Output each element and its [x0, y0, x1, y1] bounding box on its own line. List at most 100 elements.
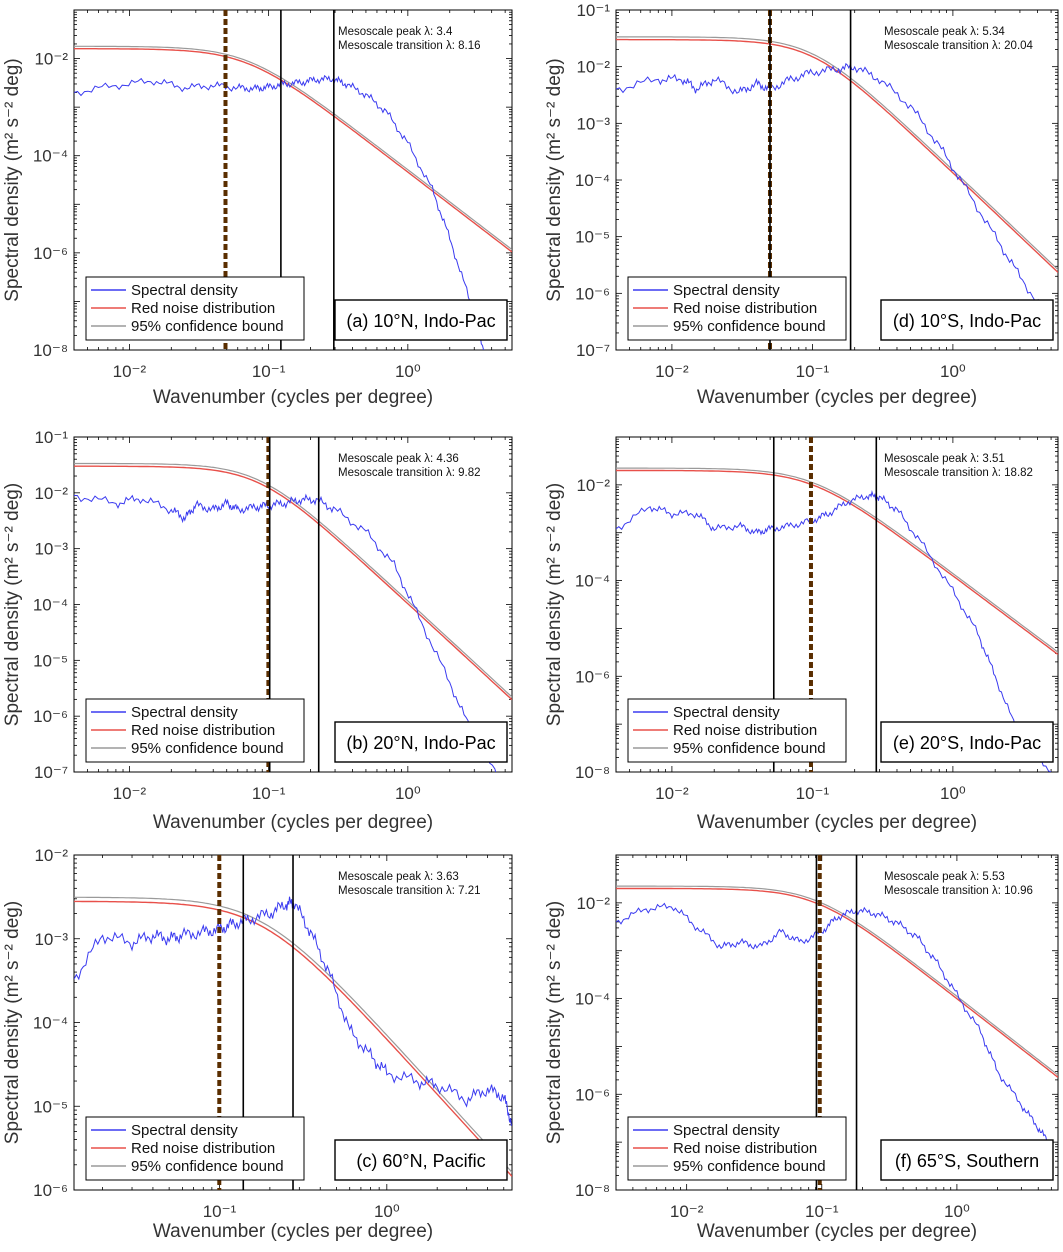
y-tick-label: 10⁻⁴	[33, 596, 68, 615]
y-tick-label: 10⁻⁵	[575, 228, 610, 247]
y-axis-label: Spectral density (m² s⁻² deg)	[544, 483, 565, 726]
x-axis-label: Wavenumber (cycles per degree)	[697, 387, 977, 408]
legend-entry: 95% confidence bound	[673, 318, 826, 335]
panel-label-box	[334, 721, 508, 763]
y-tick-label: 10⁻⁶	[33, 244, 68, 263]
x-tick-label: 10⁰	[940, 362, 966, 381]
y-axis-ticks	[616, 854, 1058, 1191]
x-tick-label: 10⁻¹	[252, 784, 286, 803]
x-axis-ticks	[615, 855, 1052, 1190]
panel-label-box	[334, 299, 508, 341]
mesoscale-transition-text: Mesoscale transition λ: 9.82	[338, 467, 481, 479]
y-axis-ticks	[616, 436, 1058, 773]
panel-label-box	[880, 721, 1054, 763]
panel-label-box	[880, 299, 1054, 341]
x-tick-label: 10⁰	[395, 362, 421, 381]
confidence-bound-line	[616, 36, 1058, 271]
panel-label-box	[334, 1139, 508, 1181]
legend-entry: 95% confidence bound	[131, 318, 284, 335]
mesoscale-transition-text: Mesoscale transition λ: 18.82	[884, 467, 1033, 479]
legend-entry: Spectral density	[131, 704, 238, 721]
panel-label: (f) 65°S, Southern	[895, 1151, 1039, 1171]
panel-d: 10⁻² 10⁻¹ 10⁰ 10⁻⁷ 10⁻⁶ 10⁻⁵ 10⁻⁴ 10⁻³ 10⁻² 10⁻¹ W…	[544, 1, 1059, 408]
y-tick-label: 10⁻⁵	[33, 651, 68, 670]
y-tick-label: 10⁻⁸	[575, 763, 610, 782]
legend-entry: 95% confidence bound	[673, 1158, 826, 1175]
mesoscale-peak-text: Mesoscale peak λ: 5.53	[884, 871, 1005, 883]
y-axis-label: Spectral density (m² s⁻² deg)	[544, 58, 565, 301]
confidence-bound-line	[616, 467, 1058, 653]
panel-b: 10⁻² 10⁻¹ 10⁰ 10⁻⁷ 10⁻⁶ 10⁻⁵ 10⁻⁴ 10⁻³ 10⁻² 10⁻¹ W…	[2, 428, 513, 833]
mesoscale-transition-text: Mesoscale transition λ: 20.04	[884, 40, 1034, 52]
x-axis-label: Wavenumber (cycles per degree)	[697, 1221, 977, 1242]
axes-frame	[615, 436, 1059, 773]
legend-entry: Red noise distribution	[673, 722, 817, 739]
legend-entry: Spectral density	[131, 282, 238, 299]
spectral-density-line	[616, 902, 1052, 1150]
panel-e: 10⁻² 10⁻¹ 10⁰ 10⁻⁸ 10⁻⁶ 10⁻⁴ 10⁻² Wavenumber (c…	[544, 436, 1059, 833]
panel-c: 10⁻¹ 10⁰ 10⁻⁶ 10⁻⁵ 10⁻⁴ 10⁻³ 10⁻² Wavenumber (c…	[2, 846, 513, 1242]
y-axis-label: Spectral density (m² s⁻² deg)	[544, 901, 565, 1144]
x-tick-label: 10⁻¹	[252, 362, 286, 381]
y-tick-label: 10⁻²	[576, 58, 610, 77]
spectral-density-line	[616, 490, 1052, 772]
x-tick-label: 10⁰	[374, 1202, 400, 1221]
y-tick-label: 10⁻⁵	[33, 1097, 68, 1116]
y-tick-label: 10⁻⁴	[575, 171, 610, 190]
y-tick-label: 10⁻³	[576, 114, 610, 133]
mesoscale-peak-text: Mesoscale peak λ: 3.4	[338, 26, 453, 38]
red-noise-line	[74, 465, 512, 701]
x-tick-label: 10⁻²	[670, 1202, 704, 1221]
y-tick-label: 10⁻⁴	[575, 990, 610, 1009]
spectral-density-line	[74, 74, 485, 350]
mesoscale-peak-text: Mesoscale peak λ: 3.51	[884, 453, 1005, 465]
x-tick-label: 10⁻²	[655, 362, 689, 381]
legend-entry: 95% confidence bound	[673, 740, 826, 757]
x-axis-ticks	[73, 437, 506, 772]
y-tick-label: 10⁻⁴	[33, 1014, 68, 1033]
legend-entry: Red noise distribution	[673, 300, 817, 317]
y-tick-label: 10⁻⁸	[33, 341, 68, 360]
red-noise-line	[616, 887, 1058, 1078]
legend-entry: Spectral density	[673, 1122, 780, 1139]
y-tick-label: 10⁻³	[34, 930, 68, 949]
y-tick-label: 10⁻¹	[34, 428, 68, 447]
spectral-density-line	[74, 896, 512, 1127]
spectral-density-line	[74, 493, 497, 772]
y-tick-label: 10⁻⁶	[33, 707, 68, 726]
y-axis-label: Spectral density (m² s⁻² deg)	[2, 483, 23, 726]
y-tick-label: 10⁻⁷	[576, 341, 610, 360]
y-tick-label: 10⁻⁴	[575, 572, 610, 591]
x-axis-label: Wavenumber (cycles per degree)	[153, 812, 433, 833]
legend-entry: Red noise distribution	[131, 1140, 275, 1157]
axes-frame	[615, 854, 1059, 1191]
y-axis-label: Spectral density (m² s⁻² deg)	[2, 58, 23, 301]
y-tick-label: 10⁻²	[34, 50, 68, 69]
legend-entry: Spectral density	[673, 282, 780, 299]
y-axis-ticks	[74, 436, 512, 773]
y-tick-label: 10⁻²	[34, 484, 68, 503]
legend-entry: Spectral density	[131, 1122, 238, 1139]
y-axis-ticks	[74, 9, 512, 351]
axes-frame	[73, 9, 513, 351]
x-tick-label: 10⁰	[940, 784, 966, 803]
y-axis-label: Spectral density (m² s⁻² deg)	[2, 901, 23, 1144]
panel-label: (d) 10°S, Indo-Pac	[893, 311, 1041, 331]
x-tick-label: 10⁰	[395, 784, 421, 803]
panel-label-box	[880, 1139, 1054, 1181]
mesoscale-transition-text: Mesoscale transition λ: 7.21	[338, 885, 481, 897]
x-tick-label: 10⁻¹	[203, 1202, 237, 1221]
y-axis-ticks	[616, 9, 1058, 351]
x-tick-label: 10⁻²	[655, 784, 689, 803]
panel-label: (a) 10°N, Indo-Pac	[346, 311, 495, 331]
x-axis-label: Wavenumber (cycles per degree)	[697, 812, 977, 833]
mesoscale-peak-text: Mesoscale peak λ: 5.34	[884, 26, 1005, 38]
legend-entry: 95% confidence bound	[131, 1158, 284, 1175]
